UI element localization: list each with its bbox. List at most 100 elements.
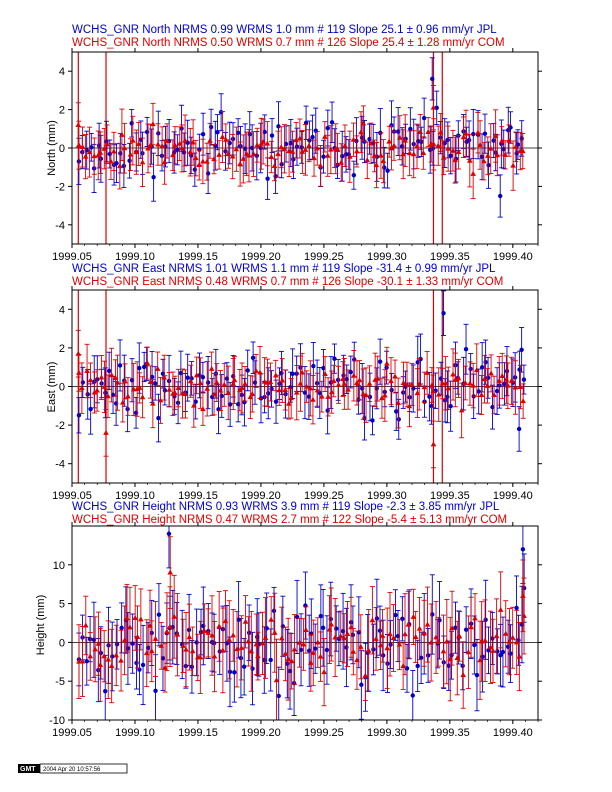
data-point [498,652,503,658]
data-point [319,393,325,399]
data-point [278,144,285,150]
data-point [320,625,326,631]
data-point [108,372,115,378]
data-point [288,140,293,146]
data-point [186,634,193,640]
data-point [374,375,381,381]
data-point [463,347,469,352]
data-point [196,162,203,168]
data-point [148,648,155,654]
data-point [288,395,294,401]
data-point [425,129,431,135]
data-point [513,639,520,645]
data-point [390,634,397,640]
data-point [166,386,173,392]
data-point [253,367,259,373]
y-tick-label: -4 [55,459,65,471]
data-point [232,670,237,675]
data-point [254,142,260,148]
data-point [201,623,206,629]
data-point [221,381,228,387]
data-point [252,380,258,385]
data-point [288,658,295,664]
data-point [448,153,453,158]
data-point [229,153,236,159]
data-point [400,616,405,622]
data-point [481,376,488,382]
data-point [409,381,415,387]
data-point [479,365,485,370]
data-point [85,392,90,397]
data-point [138,616,144,622]
panel-title-jpl: WCHS_GNR North NRMS 0.99 WRMS 1.0 mm # 1… [72,24,497,36]
data-point [150,121,156,127]
data-point [133,149,140,155]
data-point [164,137,170,143]
data-point [205,380,211,385]
data-point [359,682,364,687]
data-point [342,142,348,148]
data-point [388,144,395,150]
data-point [441,310,446,316]
data-point [487,145,494,151]
data-point [435,142,442,148]
data-point [134,660,139,666]
data-point [79,658,86,664]
data-point [363,392,369,398]
data-point [396,134,403,140]
data-point [144,360,151,366]
data-point [384,360,390,366]
data-point [405,621,412,627]
data-point [172,142,178,148]
data-point [268,616,274,622]
x-tick-label: 1999.40 [493,727,533,739]
data-point [517,367,522,372]
data-point [119,131,125,137]
data-point [105,656,112,662]
data-point [112,375,119,381]
data-point [341,635,348,641]
data-point [162,388,168,393]
data-point [344,630,351,636]
data-point [516,426,522,432]
data-point [450,371,456,377]
data-point [310,134,315,140]
data-point [246,630,252,635]
plot-area: 1999.05 1999.10 1999.15 1999.20 1999.25 1999.… [49,522,542,739]
data-point [382,392,388,398]
data-point [158,642,165,648]
data-point [328,621,335,627]
y-tick-label: 2 [59,105,65,117]
data-point [325,408,330,413]
data-point [460,134,467,140]
data-point [360,386,365,391]
data-point [125,646,131,651]
data-point [370,418,375,423]
data-point [101,145,108,151]
gmt-logo-box [18,764,40,773]
data-point [410,151,417,157]
data-point [467,157,473,163]
data-point [179,145,185,151]
data-point [433,634,439,640]
data-point [388,378,394,384]
data-point [496,377,503,383]
data-point [310,649,317,655]
data-point [329,120,335,125]
data-point [183,646,189,652]
data-point [197,654,204,660]
data-point [360,120,367,126]
data-point [239,384,245,390]
series-com [75,329,526,469]
panel-title-com: WCHS_GNR East NRMS 0.48 WRMS 0.7 mm # 12… [72,276,503,288]
data-point [271,163,278,169]
data-point [430,104,437,110]
data-point [293,137,299,143]
data-point [514,605,519,611]
data-point [428,639,434,645]
data-point [364,157,371,163]
data-point [322,133,328,139]
data-point [416,625,423,631]
panel-title-jpl: WCHS_GNR Height NRMS 0.93 WRMS 3.9 mm # … [72,501,500,513]
data-point [325,125,330,131]
